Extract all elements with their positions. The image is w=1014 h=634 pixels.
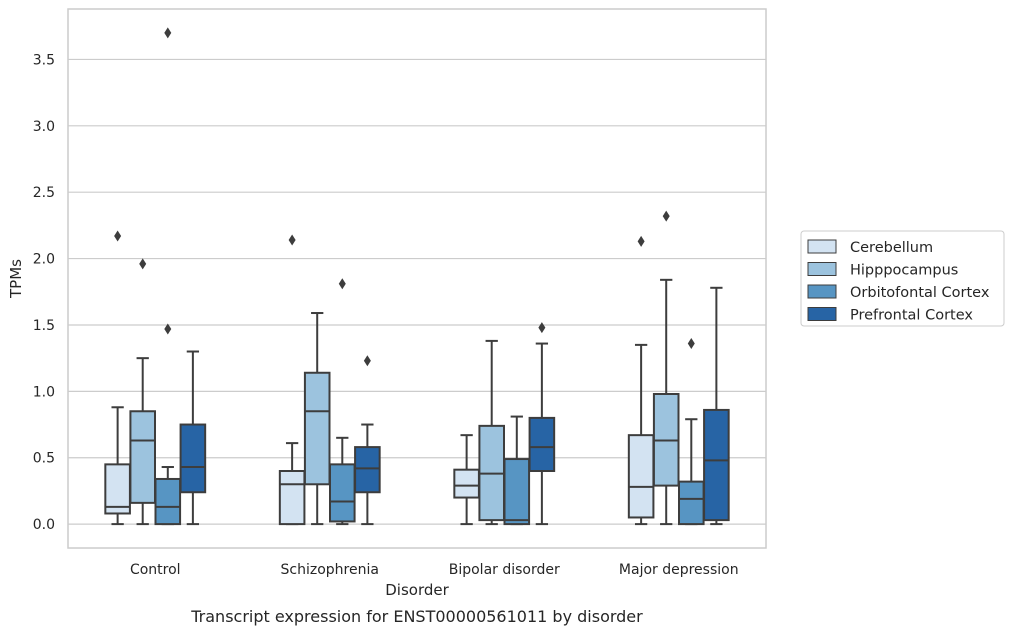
legend-swatch — [807, 262, 837, 276]
outlier-point — [288, 234, 296, 246]
box-iqr — [354, 446, 381, 494]
y-axis-title: TPMs — [7, 259, 25, 299]
y-tick-label: 1.0 — [33, 384, 55, 400]
box-iqr — [627, 434, 655, 519]
outlier-point — [637, 235, 645, 247]
outlier-point — [538, 322, 546, 334]
legend: Cerebellum Hipppocampus Orbitofontal Corte… — [800, 230, 1005, 327]
box-iqr — [503, 458, 531, 526]
box-1-0 — [129, 258, 156, 526]
chart-caption: Transcript expression for ENST0000056101… — [190, 607, 643, 626]
x-tick-label: Schizophrenia — [281, 562, 379, 578]
box-1-2 — [478, 339, 505, 526]
y-tick-label: 3.5 — [33, 52, 55, 68]
legend-label: Prefrontal Cortex — [850, 308, 973, 324]
box-3-2 — [528, 322, 556, 526]
legend-item: Orbitofontal Cortex — [807, 284, 990, 301]
boxes — [104, 27, 730, 526]
outlier-point — [114, 230, 122, 242]
outlier-point — [164, 27, 172, 39]
box-3-3 — [703, 286, 730, 526]
box-iqr — [154, 477, 182, 526]
box-2-0 — [154, 27, 182, 526]
y-tick-label: 0.0 — [33, 517, 55, 533]
box-1-1 — [303, 312, 331, 526]
box-0-0 — [104, 230, 131, 526]
y-tick-label: 1.5 — [33, 318, 55, 334]
box-0-1 — [278, 234, 306, 526]
legend-frame — [800, 230, 1005, 327]
y-tick-label: 2.0 — [33, 252, 55, 268]
x-tick-label: Bipolar disorder — [449, 562, 560, 578]
legend-item: Cerebellum — [807, 239, 933, 256]
box-3-0 — [179, 350, 207, 526]
x-axis-title: Disorder — [385, 581, 449, 599]
box-iqr — [329, 463, 356, 523]
outlier-point — [139, 258, 147, 270]
x-tick-label: Major depression — [619, 562, 739, 578]
legend-label: Orbitofontal Cortex — [850, 285, 990, 301]
box-1-3 — [652, 210, 680, 526]
outlier-point — [164, 323, 172, 335]
box-2-1 — [329, 278, 356, 526]
box-iqr — [179, 423, 207, 494]
box-iqr — [453, 468, 480, 499]
x-tick-label: Control — [130, 562, 181, 578]
box-iqr — [129, 410, 156, 504]
box-2-2 — [503, 415, 531, 526]
legend-swatch — [807, 239, 837, 254]
box-iqr — [528, 416, 556, 472]
box-2-3 — [678, 338, 705, 526]
box-iqr — [104, 463, 131, 515]
box-iqr — [303, 371, 331, 486]
x-tick-labels: Control Schizophrenia Bipolar disorder Majo… — [130, 562, 739, 578]
outlier-point — [662, 210, 670, 222]
legend-swatch — [807, 284, 837, 299]
box-0-3 — [627, 235, 655, 526]
outlier-point — [687, 338, 695, 350]
y-tick-label: 0.5 — [33, 451, 55, 467]
box-3-1 — [354, 355, 381, 526]
plot-frame — [67, 8, 767, 549]
legend-label: Cerebellum — [850, 240, 933, 256]
y-tick-label: 2.5 — [33, 185, 55, 201]
y-tick-label: 3.0 — [33, 119, 55, 135]
legend-label: Hipppocampus — [850, 263, 958, 279]
y-tick-labels: 0.0 0.5 1.0 1.5 2.0 2.5 3.0 3.5 — [33, 52, 55, 533]
outlier-point — [338, 278, 346, 290]
box-iqr — [703, 408, 730, 522]
legend-item: Prefrontal Cortex — [807, 307, 973, 324]
legend-item: Hipppocampus — [807, 262, 958, 279]
box-iqr — [678, 480, 705, 526]
box-iqr — [278, 470, 306, 526]
outlier-point — [363, 355, 371, 367]
box-0-2 — [453, 434, 480, 526]
legend-swatch — [807, 307, 837, 321]
